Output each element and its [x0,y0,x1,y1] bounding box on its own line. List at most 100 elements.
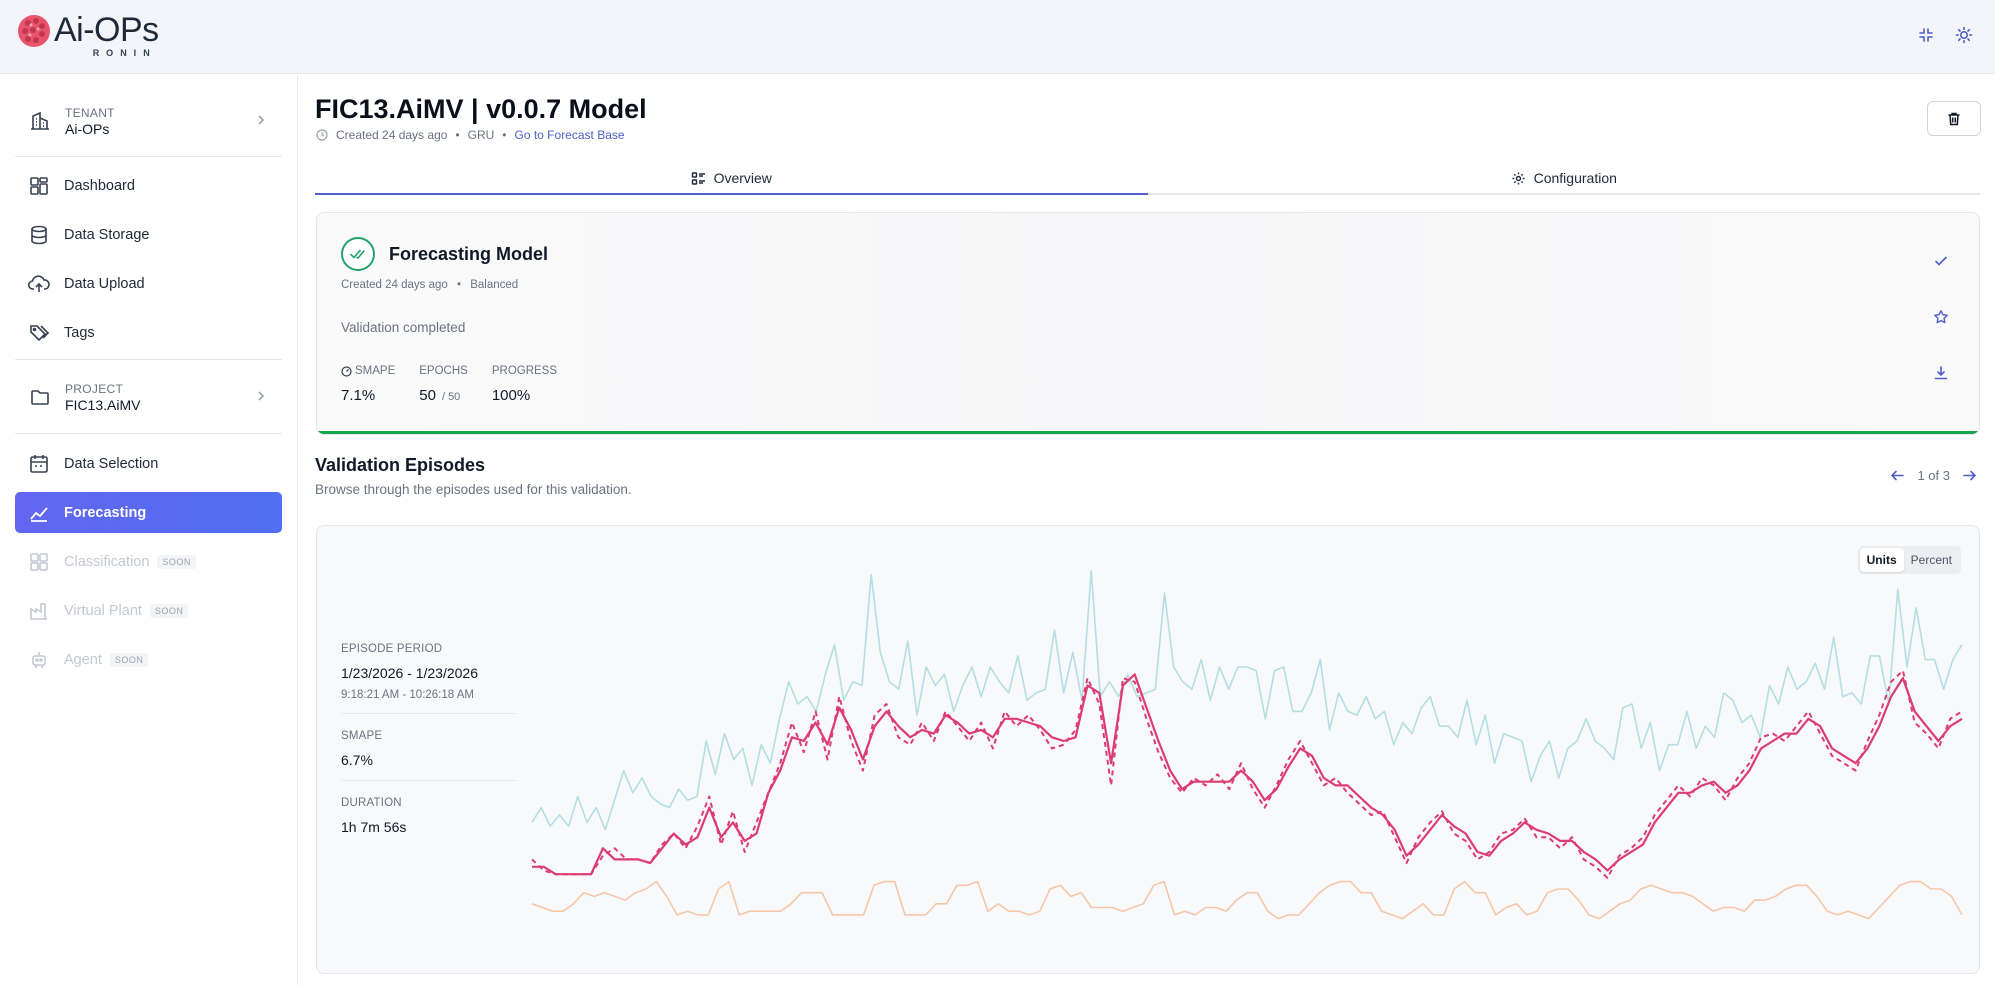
episode-pager: 1 of 3 [1890,468,1977,483]
sidebar-item-label: Forecasting [64,504,147,521]
double-check-icon [350,249,365,259]
units-toggle-button[interactable]: Units [1859,548,1904,572]
grid-icon [30,552,48,571]
forecast-base-link[interactable]: Go to Forecast Base [514,128,625,142]
folder-icon [31,390,49,405]
tags-icon [30,324,50,341]
stat-progress: PROGRESS 100% [492,365,557,404]
chevron-right-icon [258,391,265,401]
delete-button[interactable] [1927,101,1981,136]
dashboard-icon [30,176,48,195]
sidebar-item-label: Data Storage [64,226,150,243]
arrow-right-icon[interactable] [1962,468,1977,483]
model-type: GRU [467,128,495,142]
brand-subtitle: RONIN [92,48,157,58]
separator-dot: • [502,128,507,142]
smape-value: 6.7% [341,752,373,768]
sidebar-item-label: Data Upload [64,275,145,292]
sidebar-item-label: Tags [64,324,95,341]
gear-icon [1512,172,1525,184]
soon-badge: SOON [149,603,189,618]
sidebar-item-data-storage[interactable]: Data Storage [15,214,282,255]
section-title: Validation Episodes [315,455,486,475]
list-icon [691,171,705,185]
episode-period-block: EPISODE PERIOD 1/23/2026 - 1/23/2026 9:1… [341,643,516,714]
sidebar: TENANT Ai-OPs Dashboard Data Storage Dat… [0,75,298,985]
top-bar: Ai-OPs RONIN [0,0,1995,74]
sidebar-divider [15,433,282,434]
arrow-left-icon[interactable] [1890,468,1905,483]
model-card-title: Forecasting Model [389,244,549,264]
line-chart-icon [30,506,48,522]
robot-icon [32,651,46,668]
tab-overview[interactable]: Overview [315,163,1148,195]
clock-icon [316,129,328,141]
gauge-icon [341,365,352,377]
episode-info: EPISODE PERIOD 1/23/2026 - 1/23/2026 9:1… [341,643,516,863]
project-value: FIC13.AiMV [65,396,141,413]
tab-bar: Overview Configuration [315,163,1980,195]
cloud-upload-icon [28,274,50,292]
episode-duration-block: DURATION 1h 7m 56s [341,797,516,847]
page-title: FIC13.AiMV | v0.0.7 Model [315,94,647,124]
download-icon[interactable] [1933,365,1949,381]
sidebar-item-dashboard[interactable]: Dashboard [15,165,282,206]
sidebar-item-forecasting[interactable]: Forecasting [15,492,282,533]
project-label: PROJECT [65,381,124,396]
brand-name: Ai-OPs [54,11,159,49]
tenant-selector[interactable]: TENANT Ai-OPs [15,91,282,151]
status-badge [341,237,375,271]
episode-smape-block: SMAPE 6.7% [341,730,516,781]
period-value: 1/23/2026 - 1/23/2026 [341,665,479,681]
tenant-value: Ai-OPs [65,120,110,137]
stat-value: 100% [491,387,531,404]
episode-chart-card: Units Percent EPISODE PERIOD 1/23/2026 -… [316,525,1980,974]
database-icon [31,225,47,244]
period-time-range: 9:18:21 AM - 10:26:18 AM [341,689,474,701]
stat-label: SMAPE [355,365,396,377]
duration-value: 1h 7m 56s [341,819,407,835]
lower-line [531,880,1963,920]
model-created: Created 24 days ago [341,279,448,291]
soon-badge: SOON [109,652,149,667]
project-selector[interactable]: PROJECT FIC13.AiMV [15,367,282,427]
stat-label: PROGRESS [491,365,558,377]
sidebar-divider [15,156,282,157]
prediction-line [532,673,1963,876]
sidebar-item-tags[interactable]: Tags [15,312,282,353]
sidebar-item-data-upload[interactable]: Data Upload [15,263,282,304]
collapse-icon[interactable] [1917,26,1935,44]
model-card-actions [1933,253,1949,381]
sidebar-item-label: Classification [64,553,150,570]
sidebar-item-label: Virtual Plant [64,602,142,619]
percent-toggle-button[interactable]: Percent [1910,553,1952,567]
model-card: Forecasting Model Created 24 days ago • … [316,212,1980,435]
brain-logo-icon [18,15,50,47]
page-meta: Created 24 days ago • GRU • Go to Foreca… [316,128,625,142]
stat-value: 50 [419,387,436,404]
sidebar-item-data-selection[interactable]: Data Selection [15,443,282,484]
sidebar-item-label: Data Selection [64,455,159,472]
stat-smape: SMAPE 7.1% [341,365,395,404]
factory-icon [30,602,47,620]
tenant-label: TENANT [65,105,115,120]
brand-logo[interactable]: Ai-OPs RONIN [16,11,159,58]
check-icon[interactable] [1933,253,1949,269]
episode-line-chart [531,569,1963,920]
model-mode: Balanced [470,279,519,291]
soon-badge: SOON [157,554,196,569]
stat-total: / 50 [441,391,461,403]
duration-label: DURATION [341,797,402,809]
model-stats: SMAPE 7.1% EPOCHS 50 / 50 PROGRESS 100% [341,365,557,404]
sidebar-divider [15,359,282,360]
sun-icon[interactable] [1955,26,1973,44]
tab-label: Configuration [1533,170,1617,186]
section-subtitle: Browse through the episodes used for thi… [315,482,632,497]
model-card-meta: Created 24 days ago • Balanced [341,279,518,291]
tab-configuration[interactable]: Configuration [1148,163,1981,193]
actual-line [531,569,1963,831]
unit-toggle: Units Percent [1857,546,1961,574]
sidebar-item-classification: Classification SOON [15,541,282,582]
building-icon [31,111,49,130]
star-icon[interactable] [1933,309,1949,325]
